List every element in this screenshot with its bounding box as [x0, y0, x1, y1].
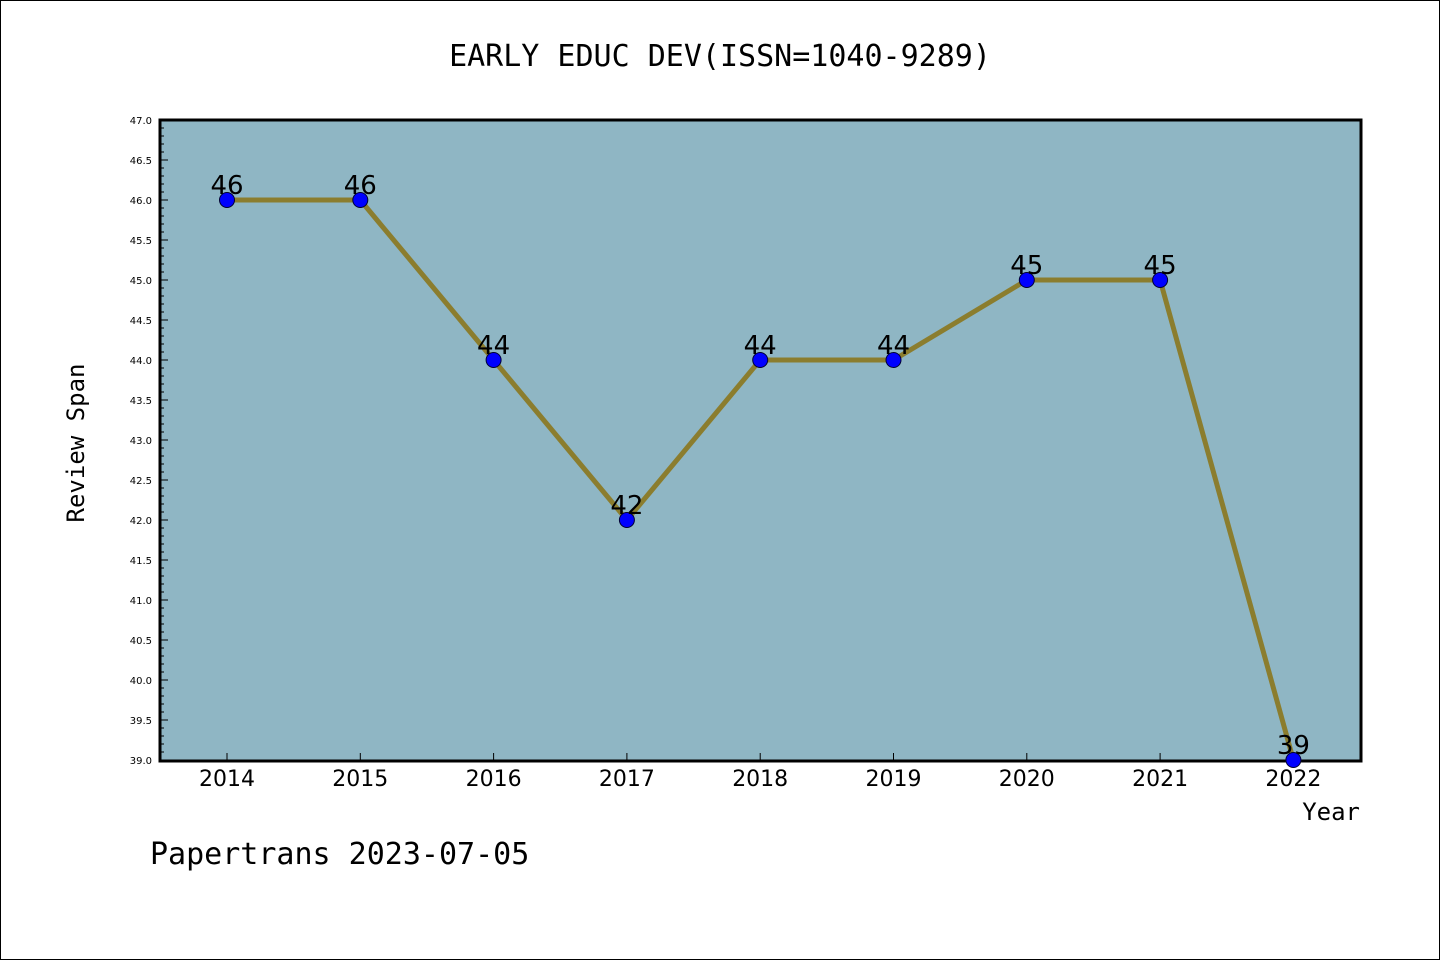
y-tick-label: 43.0	[130, 436, 152, 447]
y-axis: 39.0 39.5 40.0 40.5 41.0 41.5 42.0 42.5 43.0 43.5…	[130, 116, 168, 767]
y-tick-label: 39.5	[130, 716, 152, 727]
data-label: 44	[477, 331, 510, 361]
x-tick-label: 2016	[466, 767, 522, 792]
y-tick-label: 40.5	[130, 636, 152, 647]
data-point	[618, 512, 635, 528]
series-group	[219, 192, 1302, 768]
chart-title: EARLY EDUC DEV(ISSN=1040-9289)	[449, 39, 991, 74]
y-tick-label: 40.0	[130, 676, 152, 687]
data-label: 45	[1144, 251, 1177, 281]
y-axis-label: Review Span	[62, 364, 90, 523]
data-label: 46	[344, 171, 377, 201]
y-tick-label: 46.0	[130, 196, 152, 207]
x-tick-label: 2020	[999, 767, 1055, 792]
y-tick-label: 41.5	[130, 556, 152, 567]
y-tick-label: 42.5	[130, 476, 152, 487]
y-tick-label: 39.0	[130, 756, 152, 767]
footer-note: Papertrans 2023-07-05	[150, 837, 529, 872]
y-tick-label: 41.0	[130, 596, 152, 607]
x-axis-label: Year	[1302, 798, 1360, 826]
x-tick-label: 2021	[1132, 767, 1188, 792]
data-point	[1285, 752, 1302, 768]
x-tick-label: 2022	[1265, 767, 1321, 792]
data-point	[352, 192, 369, 208]
data-label: 39	[1277, 731, 1310, 761]
data-point	[219, 192, 235, 208]
y-tick-label: 42.0	[130, 516, 152, 527]
data-label: 46	[210, 171, 243, 201]
data-label: 42	[610, 491, 643, 521]
x-tick-label: 2017	[599, 767, 655, 792]
data-labels: 46 46 44 42 44 44 45 45 39	[210, 171, 1309, 761]
data-point	[1018, 272, 1035, 288]
data-label: 45	[1010, 251, 1043, 281]
y-tick-label: 43.5	[130, 396, 152, 407]
data-point	[1152, 272, 1169, 288]
x-tick-label: 2015	[332, 767, 388, 792]
x-tick-label: 2018	[732, 767, 788, 792]
y-tick-label: 45.5	[130, 236, 152, 247]
y-tick-label: 44.0	[130, 356, 152, 367]
x-axis: 2014 2015 2016 2017 2018 2019 2020 2021 2022	[199, 753, 1321, 792]
data-point	[485, 352, 502, 368]
data-label: 44	[744, 331, 777, 361]
y-tick-label: 46.5	[130, 156, 152, 167]
x-tick-label: 2014	[199, 767, 255, 792]
y-tick-label: 44.5	[130, 316, 152, 327]
data-point	[885, 352, 902, 368]
y-tick-label: 47.0	[130, 116, 152, 127]
x-tick-label: 2019	[866, 767, 922, 792]
data-label: 44	[877, 331, 910, 361]
plot-area	[158, 118, 1363, 763]
data-point	[752, 352, 769, 368]
y-tick-label: 45.0	[130, 276, 152, 287]
